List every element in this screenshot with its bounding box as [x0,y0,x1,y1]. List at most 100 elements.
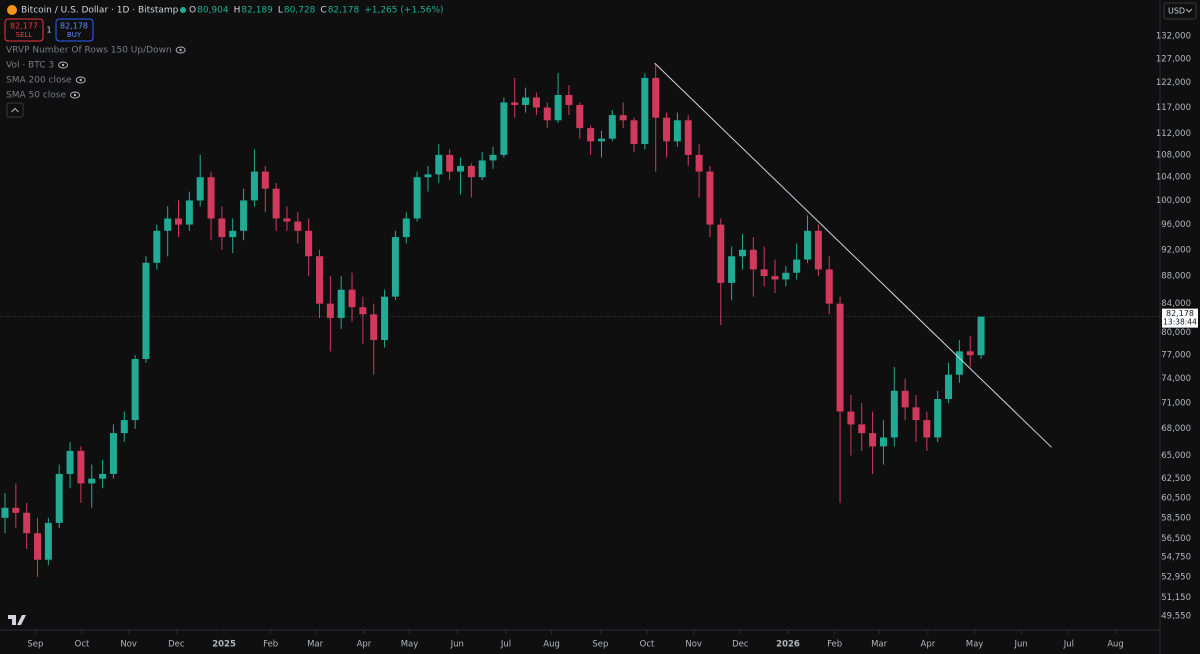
buy-button[interactable] [55,18,94,42]
candle-body [240,200,248,231]
x-tick-label: Mar [307,640,324,650]
eye-pupil [61,63,65,67]
candle-body [804,230,812,260]
candle-body [381,296,389,340]
candle-body [315,256,323,304]
indicator-label: SMA 200 close [6,76,72,86]
candle-body [44,522,52,560]
candle-body [489,154,497,161]
candle-body [99,473,107,479]
currency: USD [1168,7,1185,16]
candle-body [966,351,974,356]
candle-body [348,289,356,308]
x-tick-label: Sep [27,640,43,650]
change: +1,265 (+1.56%) [364,6,443,16]
x-tick-label: Jul [1063,640,1074,650]
candle-body [565,94,573,105]
candle-body [901,390,909,408]
candle-body [955,351,963,375]
buy-label: BUY [67,31,82,39]
y-tick-label: 104,000 [1156,173,1191,183]
symbol-icon [7,5,17,15]
ohlc-letter: L [278,6,283,16]
candle-body [597,138,605,142]
eye-icon [58,61,69,69]
candle-body [478,160,486,178]
candle-body [869,433,877,447]
x-tick-label: Feb [827,640,842,650]
price-tag [1162,308,1198,328]
candle-body [467,165,475,178]
y-tick-label: 65,000 [1161,451,1191,461]
candle-body [250,171,258,201]
candle-body [641,77,649,145]
currency-button[interactable] [1163,2,1197,20]
y-tick-label: 100,000 [1156,196,1191,206]
sell-price: 82,177 [10,22,38,31]
logo [8,615,26,625]
candle-body [229,230,237,238]
y-tick-label: 71,000 [1161,399,1191,409]
candle-body [847,411,855,425]
x-tick-label: Apr [921,640,936,650]
x-tick-label: Jun [1014,640,1028,650]
candle-body [706,171,714,225]
candle-body [945,374,953,400]
x-tick-label: May [401,640,419,650]
x-tick-label: 2026 [776,640,800,650]
candle-body [207,177,215,219]
candle-body [858,424,866,434]
y-tick-label: 54,750 [1161,553,1191,563]
eye-icon [75,76,86,84]
sell-button[interactable] [4,18,44,42]
candle-body [587,128,595,142]
candle-body [760,269,768,277]
buy-price: 82,178 [60,22,88,31]
candle-body [131,359,139,421]
candle-body [326,303,334,318]
candle-body [923,420,931,438]
candle-body [164,218,172,231]
y-tick-label: 58,500 [1161,513,1191,523]
candle-body [34,533,42,560]
x-tick-label: Aug [1107,640,1124,650]
candle-body [88,478,96,484]
ohlc-value: 82,189 [241,6,273,16]
x-tick-label: Feb [263,640,278,650]
candle-body [446,154,454,172]
x-tick-label: Nov [120,640,137,650]
ohlc-letter: O [189,6,196,16]
x-tick-label: May [966,640,984,650]
indicator-label: Vol · BTC 3 [6,61,54,71]
candle-body [814,230,822,270]
candle-body [977,316,985,356]
collapse-button[interactable] [6,102,24,118]
plot-area [0,62,1160,577]
y-tick-label: 127,000 [1156,54,1191,64]
candle-body [185,200,193,225]
candle-body [619,115,627,121]
candle-body [435,154,443,175]
candle-body [554,94,562,121]
logo-mark [8,615,26,625]
y-tick-label: 56,500 [1161,534,1191,544]
candle-body [66,450,74,474]
candle-body [424,174,432,178]
eye-icon [70,91,80,99]
candle-body [283,218,291,222]
candle-body [196,177,204,201]
y-tick-label: 51,150 [1161,593,1191,603]
x-tick-label: Jul [500,640,511,650]
candle-body [782,272,790,280]
candle-body [109,433,117,474]
x-tick-label: Dec [732,640,749,650]
y-tick-label: 60,500 [1161,493,1191,503]
candle-body [749,249,757,270]
candle-body [793,259,801,273]
ohlc-letter: C [320,6,326,16]
candle-body [500,102,508,155]
candle-body [120,420,128,434]
indicator-label: SMA 50 close [6,91,66,101]
y-tick-label: 77,000 [1161,351,1191,361]
